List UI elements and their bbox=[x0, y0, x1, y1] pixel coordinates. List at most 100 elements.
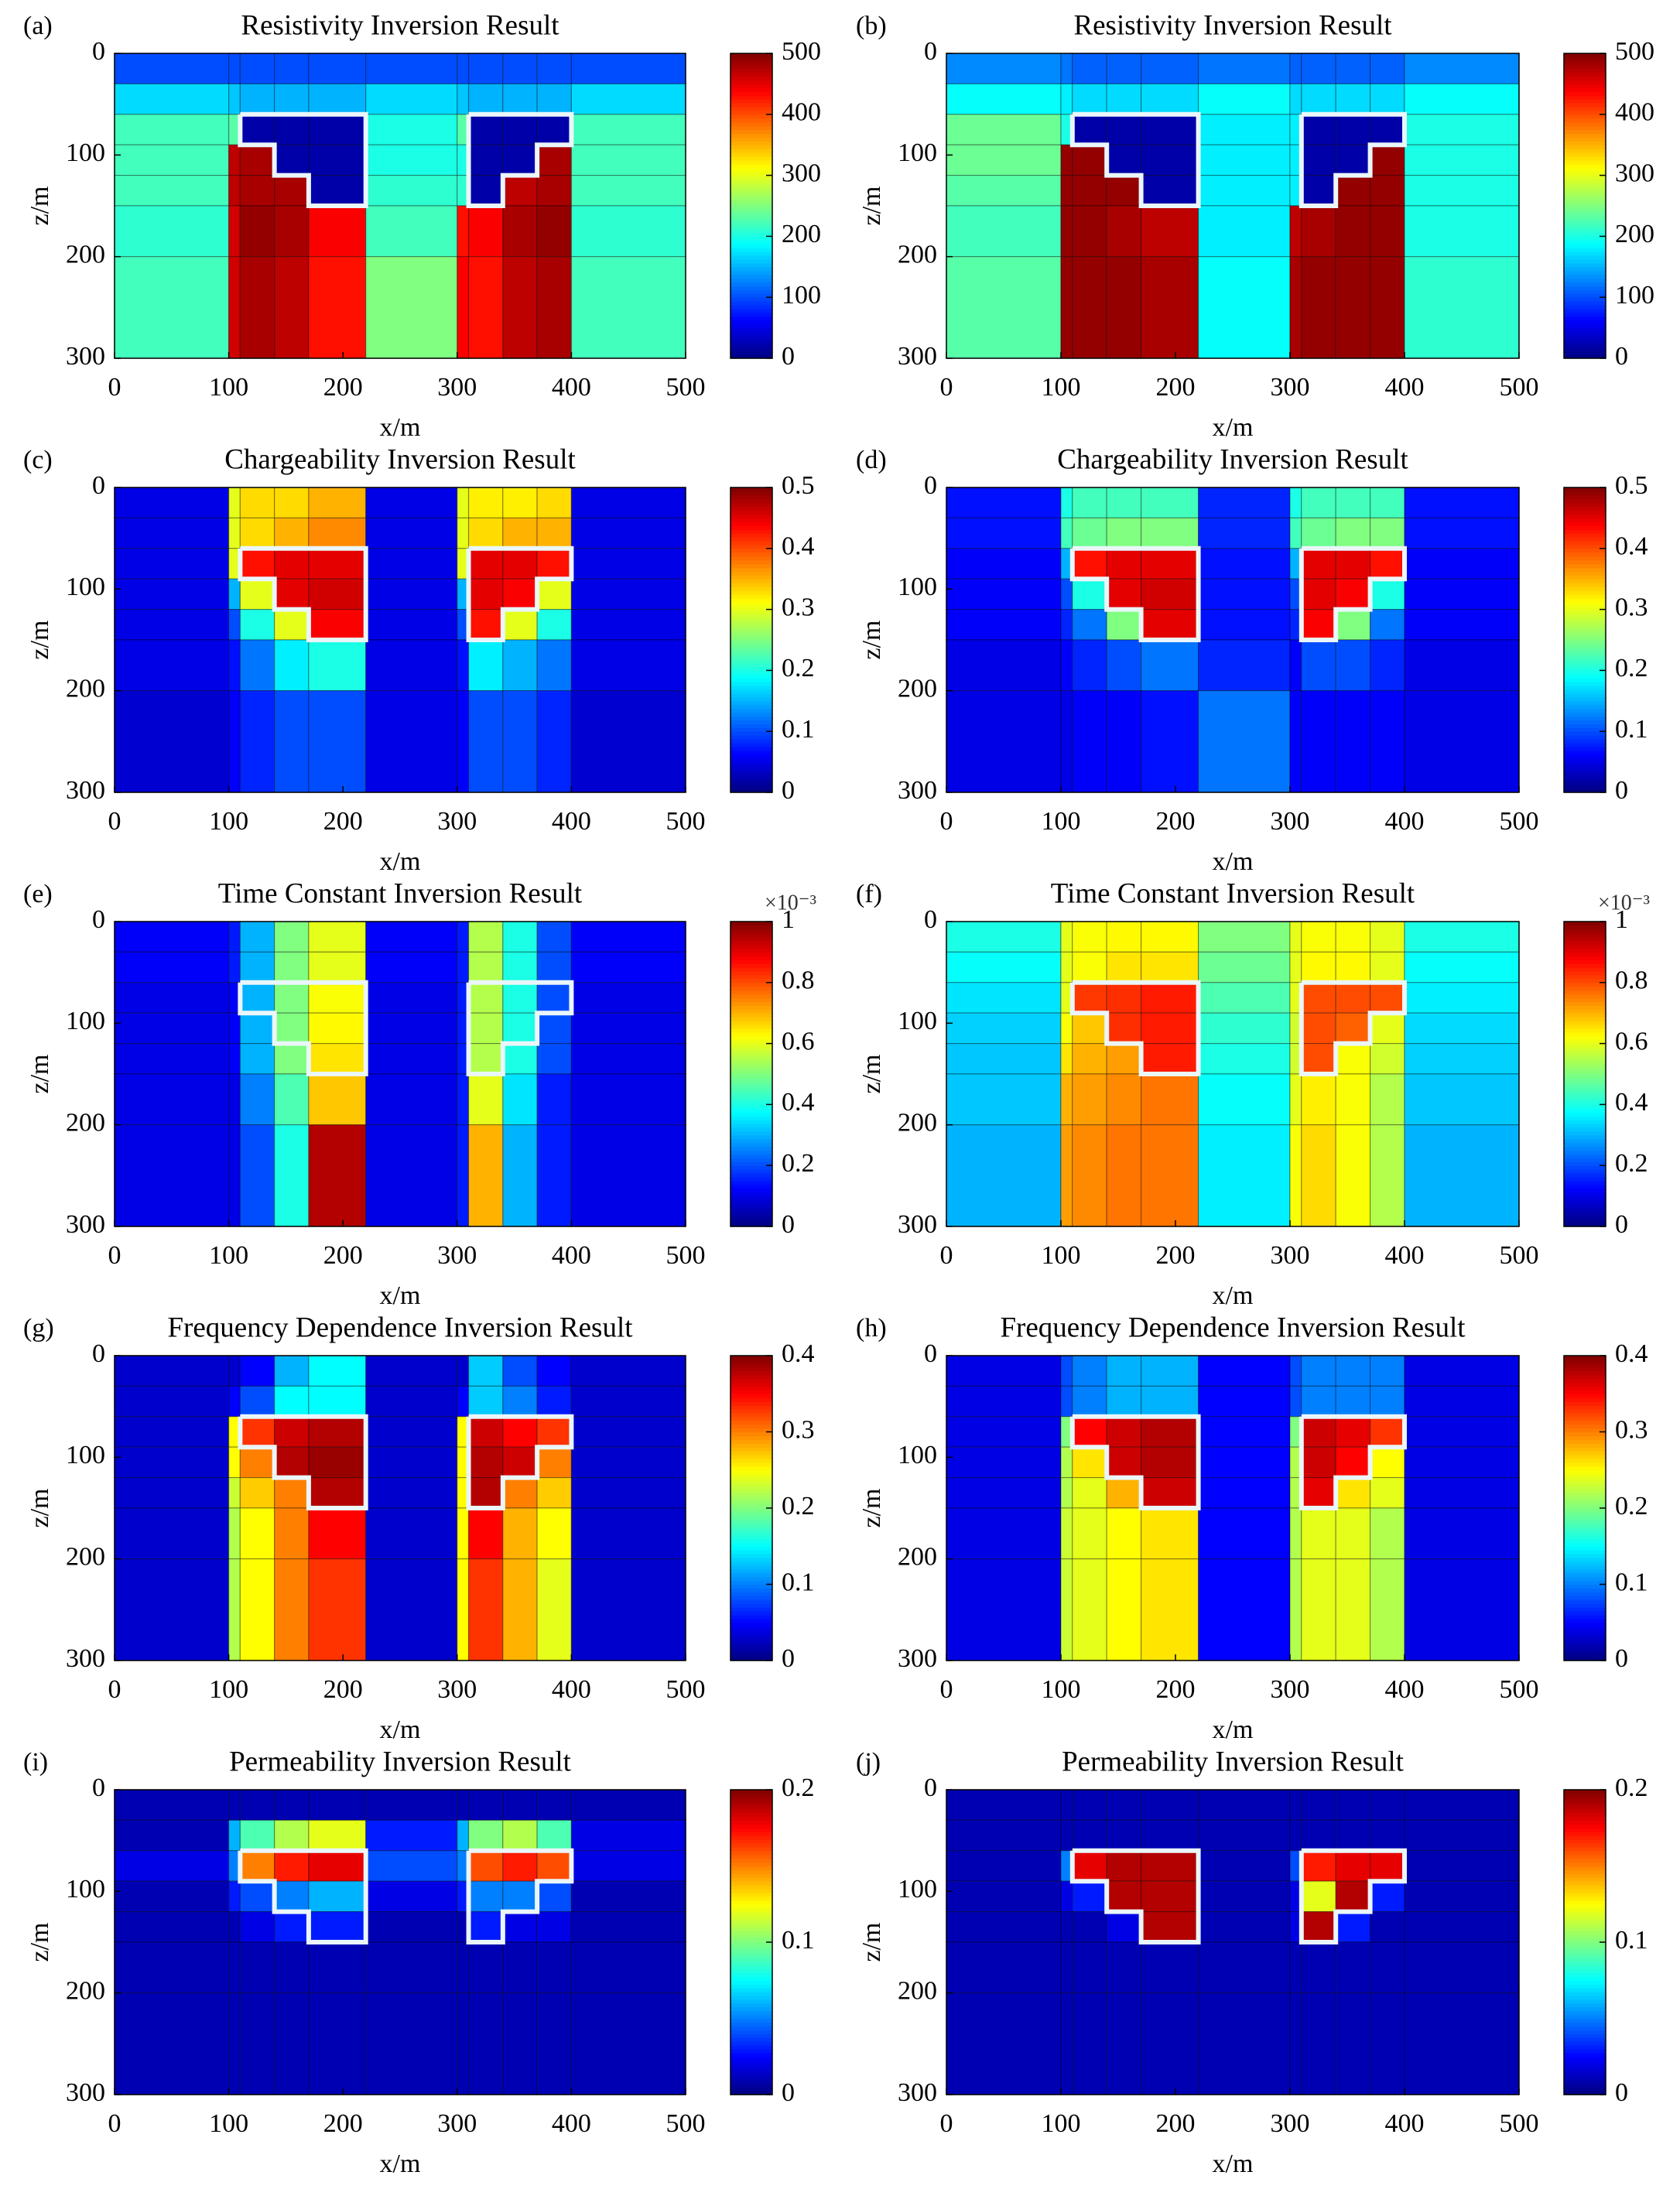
colorbar-segment bbox=[1564, 613, 1606, 618]
colorbar-segment bbox=[1564, 1127, 1606, 1132]
heatmap-cell bbox=[1335, 982, 1371, 1014]
heatmap-cell bbox=[239, 1507, 275, 1560]
heatmap-cell bbox=[570, 1416, 686, 1448]
heatmap-cell bbox=[570, 1385, 686, 1418]
y-tick-label: 100 bbox=[66, 1441, 105, 1469]
heatmap-cell bbox=[1072, 1385, 1107, 1418]
colorbar-segment bbox=[1564, 1610, 1606, 1616]
heatmap-cell bbox=[1106, 548, 1142, 580]
colorbar-segment bbox=[731, 2041, 772, 2046]
colorbar-tick-label: 0.3 bbox=[782, 593, 815, 621]
heatmap-cell bbox=[502, 83, 538, 115]
heatmap-cell bbox=[467, 1385, 504, 1418]
colorbar-segment bbox=[1564, 236, 1606, 241]
colorbar-segment bbox=[1564, 1176, 1606, 1182]
heatmap-cell bbox=[365, 1124, 458, 1227]
colorbar-segment bbox=[731, 723, 772, 728]
colorbar-segment bbox=[731, 956, 772, 960]
heatmap-cell bbox=[536, 1992, 572, 2095]
heatmap-cell bbox=[1335, 1880, 1371, 1913]
colorbar-segment bbox=[1564, 1066, 1606, 1071]
heatmap-cell bbox=[570, 1789, 686, 1821]
colorbar-segment bbox=[1564, 986, 1606, 991]
heatmap-cell bbox=[457, 53, 470, 85]
colorbar-segment bbox=[1564, 1009, 1606, 1014]
heatmap-cell bbox=[1072, 1073, 1107, 1126]
colorbar-segment bbox=[1564, 1188, 1606, 1193]
heatmap-cell bbox=[365, 175, 458, 207]
colorbar-segment bbox=[1564, 1120, 1606, 1124]
heatmap-cell bbox=[502, 1446, 538, 1479]
colorbar-segment bbox=[1564, 1021, 1606, 1025]
colorbar-segment bbox=[1564, 1451, 1606, 1455]
x-tick-label: 300 bbox=[1271, 1675, 1310, 1704]
colorbar-segment bbox=[731, 1534, 772, 1539]
colorbar-segment bbox=[731, 651, 772, 656]
colorbar-segment bbox=[1564, 590, 1606, 595]
colorbar-segment bbox=[731, 2044, 772, 2050]
heatmap-cell bbox=[1404, 1073, 1520, 1126]
heatmap-cell bbox=[365, 487, 458, 519]
x-axis-label: x/m bbox=[1213, 847, 1254, 876]
colorbar-tick-label: 0.1 bbox=[1615, 715, 1648, 744]
x-tick-label: 300 bbox=[437, 2109, 477, 2138]
colorbar-tick-label: 0.2 bbox=[1615, 654, 1648, 682]
colorbar-segment bbox=[1564, 1877, 1606, 1882]
heatmap-cell bbox=[114, 1880, 230, 1913]
colorbar-segment bbox=[1564, 2087, 1606, 2092]
heatmap-cell bbox=[1335, 1819, 1371, 1852]
y-tick-label: 200 bbox=[898, 1108, 937, 1137]
colorbar-segment bbox=[1564, 1412, 1606, 1418]
heatmap-cell bbox=[1301, 1073, 1336, 1126]
colorbar-segment bbox=[731, 959, 772, 964]
heatmap-cell bbox=[274, 1941, 310, 1994]
colorbar-segment bbox=[731, 1835, 772, 1840]
colorbar-segment bbox=[731, 1531, 772, 1536]
colorbar-segment bbox=[1564, 1927, 1606, 1931]
colorbar-segment bbox=[1564, 548, 1606, 553]
heatmap-cell bbox=[1140, 921, 1199, 953]
heatmap-cell bbox=[239, 205, 275, 258]
colorbar-segment bbox=[731, 95, 772, 100]
heatmap-cell bbox=[946, 690, 1062, 793]
heatmap-cell bbox=[467, 1911, 504, 1943]
heatmap-cell bbox=[228, 144, 241, 176]
colorbar-segment bbox=[1564, 563, 1606, 569]
colorbar-segment bbox=[1564, 1013, 1606, 1018]
colorbar-segment bbox=[731, 1031, 772, 1037]
colorbar-segment bbox=[731, 1005, 772, 1010]
colorbar-segment bbox=[731, 1120, 772, 1124]
colorbar-segment bbox=[1564, 320, 1606, 325]
colorbar-segment bbox=[1564, 1165, 1606, 1170]
colorbar-segment bbox=[1564, 2022, 1606, 2027]
heatmap-cell bbox=[536, 1558, 572, 1661]
heatmap-cell bbox=[502, 1416, 538, 1448]
colorbar-segment bbox=[731, 1096, 772, 1102]
colorbar-segment bbox=[1564, 232, 1606, 237]
heatmap-cell bbox=[502, 1385, 538, 1418]
colorbar-segment bbox=[1564, 1953, 1606, 1958]
colorbar-segment bbox=[1564, 1657, 1606, 1661]
heatmap-cell bbox=[1106, 639, 1142, 692]
colorbar-segment bbox=[1564, 1919, 1606, 1924]
colorbar-segment bbox=[731, 1378, 772, 1384]
colorbar-segment bbox=[731, 293, 772, 298]
colorbar-segment bbox=[1564, 1797, 1606, 1802]
colorbar-segment bbox=[1564, 1900, 1606, 1905]
heatmap-cell bbox=[239, 1558, 275, 1661]
colorbar-segment bbox=[1564, 1081, 1606, 1086]
colorbar-segment bbox=[1564, 1108, 1606, 1113]
colorbar-segment bbox=[731, 1919, 772, 1924]
heatmap-cell bbox=[1301, 1124, 1336, 1227]
colorbar-segment bbox=[731, 2037, 772, 2042]
colorbar-segment bbox=[1564, 106, 1606, 111]
colorbar-segment bbox=[731, 1051, 772, 1055]
colorbar-segment bbox=[731, 1130, 772, 1136]
colorbar-segment bbox=[731, 1416, 772, 1421]
colorbar-segment bbox=[731, 682, 772, 686]
colorbar-segment bbox=[731, 1024, 772, 1029]
heatmap-cell bbox=[570, 921, 686, 953]
y-tick-label: 300 bbox=[66, 2078, 105, 2107]
colorbar-segment bbox=[731, 944, 772, 949]
heatmap-cell bbox=[308, 205, 367, 258]
